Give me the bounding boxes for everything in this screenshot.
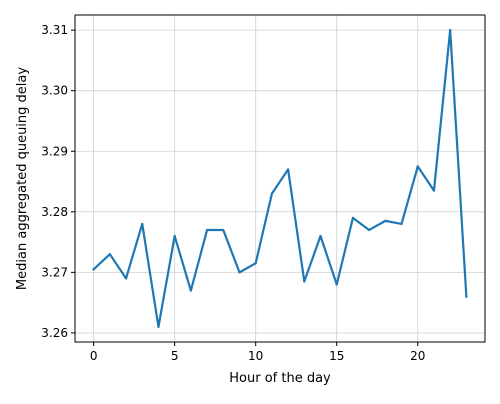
data-point xyxy=(351,216,355,219)
plot-frame xyxy=(74,14,486,343)
x-tick-label: 10 xyxy=(248,349,263,363)
data-point xyxy=(189,289,192,292)
data-point xyxy=(173,234,176,238)
data-point xyxy=(141,222,144,226)
y-tick-label: 3.28 xyxy=(41,205,68,219)
data-point xyxy=(303,280,306,283)
x-tick-label: 0 xyxy=(90,349,98,363)
data-point xyxy=(222,228,225,232)
data-point xyxy=(465,295,468,298)
y-tick-label: 3.30 xyxy=(41,84,68,98)
series-line xyxy=(92,29,468,328)
y-axis-label: Median aggregated queuing delay xyxy=(15,67,30,290)
data-point xyxy=(157,325,160,328)
y-tick-label: 3.27 xyxy=(41,265,68,279)
data-point xyxy=(335,283,338,286)
series-group xyxy=(92,29,468,328)
data-point xyxy=(254,262,257,265)
y-tick-label: 3.31 xyxy=(41,23,68,37)
data-point xyxy=(270,192,273,195)
x-tick-label: 20 xyxy=(410,349,425,363)
x-tick-label: 15 xyxy=(329,349,344,363)
data-point xyxy=(92,268,95,271)
data-point xyxy=(432,189,436,192)
x-axis: 0 5 10 15 20 xyxy=(90,342,425,363)
data-point xyxy=(287,168,290,171)
data-point xyxy=(238,271,241,274)
grid-lines xyxy=(75,15,485,342)
y-tick-label: 3.29 xyxy=(41,144,68,158)
data-point xyxy=(449,29,452,32)
data-point xyxy=(368,228,371,232)
y-axis: 3.26 3.27 3.28 3.29 3.30 3.31 xyxy=(41,23,75,340)
y-tick-label: 3.26 xyxy=(41,326,68,340)
x-tick-label: 5 xyxy=(171,349,179,363)
x-axis-label: Hour of the day xyxy=(229,371,331,386)
data-point xyxy=(124,277,128,280)
data-point xyxy=(400,222,403,226)
data-point xyxy=(384,219,387,222)
data-point xyxy=(319,234,322,238)
data-point xyxy=(205,228,209,232)
data-point xyxy=(108,253,111,256)
data-point xyxy=(416,165,419,168)
